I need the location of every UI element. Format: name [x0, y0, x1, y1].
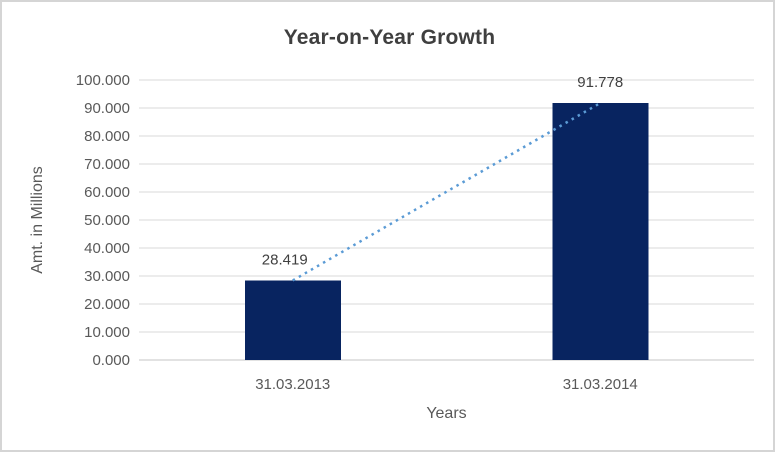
y-tick-label: 70.000 — [84, 156, 130, 173]
y-tick-label: 20.000 — [84, 296, 130, 313]
y-tick-label: 90.000 — [84, 100, 130, 117]
y-tick-label: 40.000 — [84, 240, 130, 257]
y-tick-label: 60.000 — [84, 184, 130, 201]
y-tick-label: 50.000 — [84, 212, 130, 229]
x-tick-label: 31.03.2014 — [563, 376, 638, 393]
bar — [552, 103, 649, 360]
bar — [244, 280, 341, 360]
y-tick-label: 100.000 — [76, 72, 130, 89]
trendline — [292, 101, 601, 282]
y-tick-label: 10.000 — [84, 324, 130, 341]
y-tick-label: 80.000 — [84, 128, 130, 145]
x-tick-label: 31.03.2013 — [255, 376, 330, 393]
y-tick-label: 30.000 — [84, 268, 130, 285]
y-axis-title: Amt. in Millions — [29, 166, 46, 274]
x-axis-title: Years — [426, 405, 467, 422]
data-label: 91.778 — [577, 74, 623, 91]
chart-title: Year-on-Year Growth — [283, 26, 496, 49]
y-tick-label: 0.000 — [92, 352, 130, 369]
data-label: 28.419 — [262, 251, 308, 268]
